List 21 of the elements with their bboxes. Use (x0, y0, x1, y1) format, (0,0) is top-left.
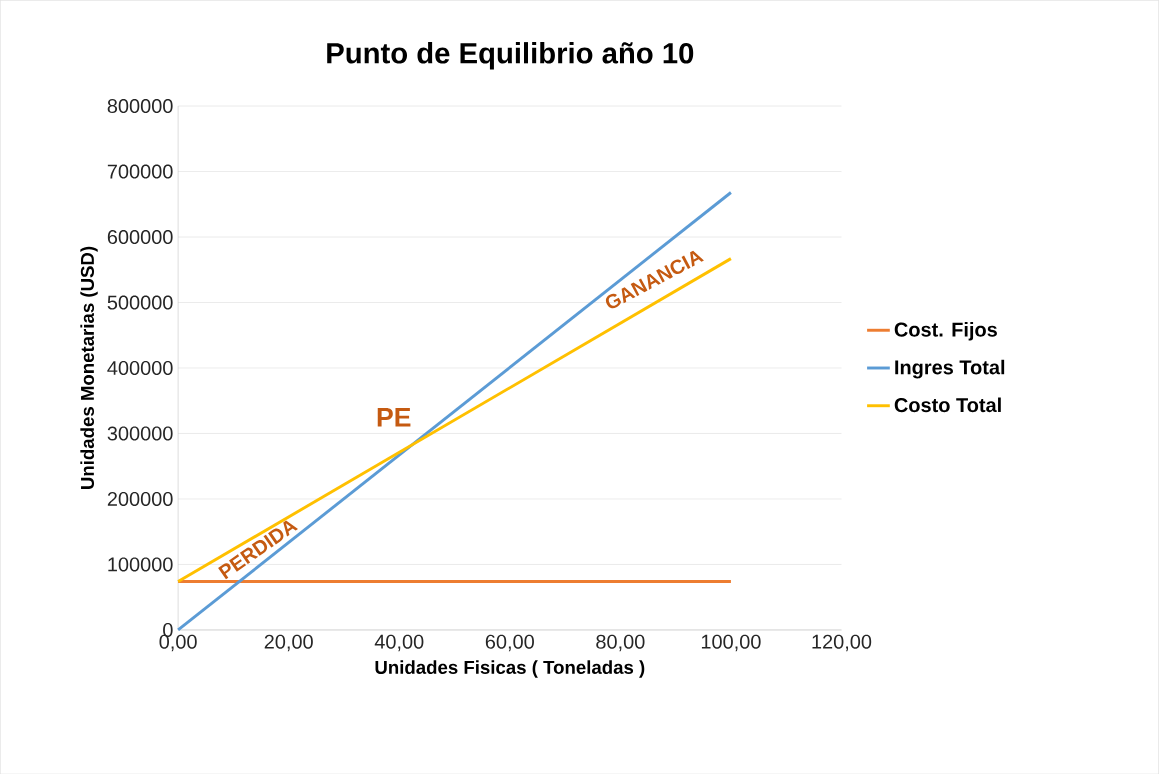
x-tick-label: 80,00 (596, 634, 645, 651)
x-tick-label: 100,00 (701, 634, 761, 651)
legend-label: Cost. Fijos (894, 321, 997, 341)
x-tick-label: 60,00 (485, 634, 534, 651)
legend-label: Costo Total (894, 397, 1001, 412)
y-axis-title: Unidades Monetarias (USD) (80, 246, 98, 489)
annotation: PE (377, 407, 411, 427)
y-tick-label: 500000 (107, 295, 173, 310)
x-tick-label: 40,00 (374, 634, 424, 651)
chart-title: Punto de Equilibrio año 10 (327, 41, 694, 70)
legend-label: Ingres Total (895, 359, 1005, 379)
y-tick-label: 200000 (107, 491, 173, 506)
y-tick-label: 700000 (107, 164, 173, 179)
y-tick-label: 800000 (107, 98, 173, 113)
x-axis-title: Unidades Fisicas ( Toneladas ) (375, 660, 645, 678)
y-tick-label: 100000 (108, 557, 173, 572)
y-tick-label: 400000 (107, 360, 173, 375)
x-tick-label: 20,00 (264, 634, 313, 651)
x-tick-label: 120,00 (812, 634, 872, 651)
y-tick-label: 300000 (107, 426, 173, 441)
y-tick-label: 600000 (107, 229, 173, 244)
